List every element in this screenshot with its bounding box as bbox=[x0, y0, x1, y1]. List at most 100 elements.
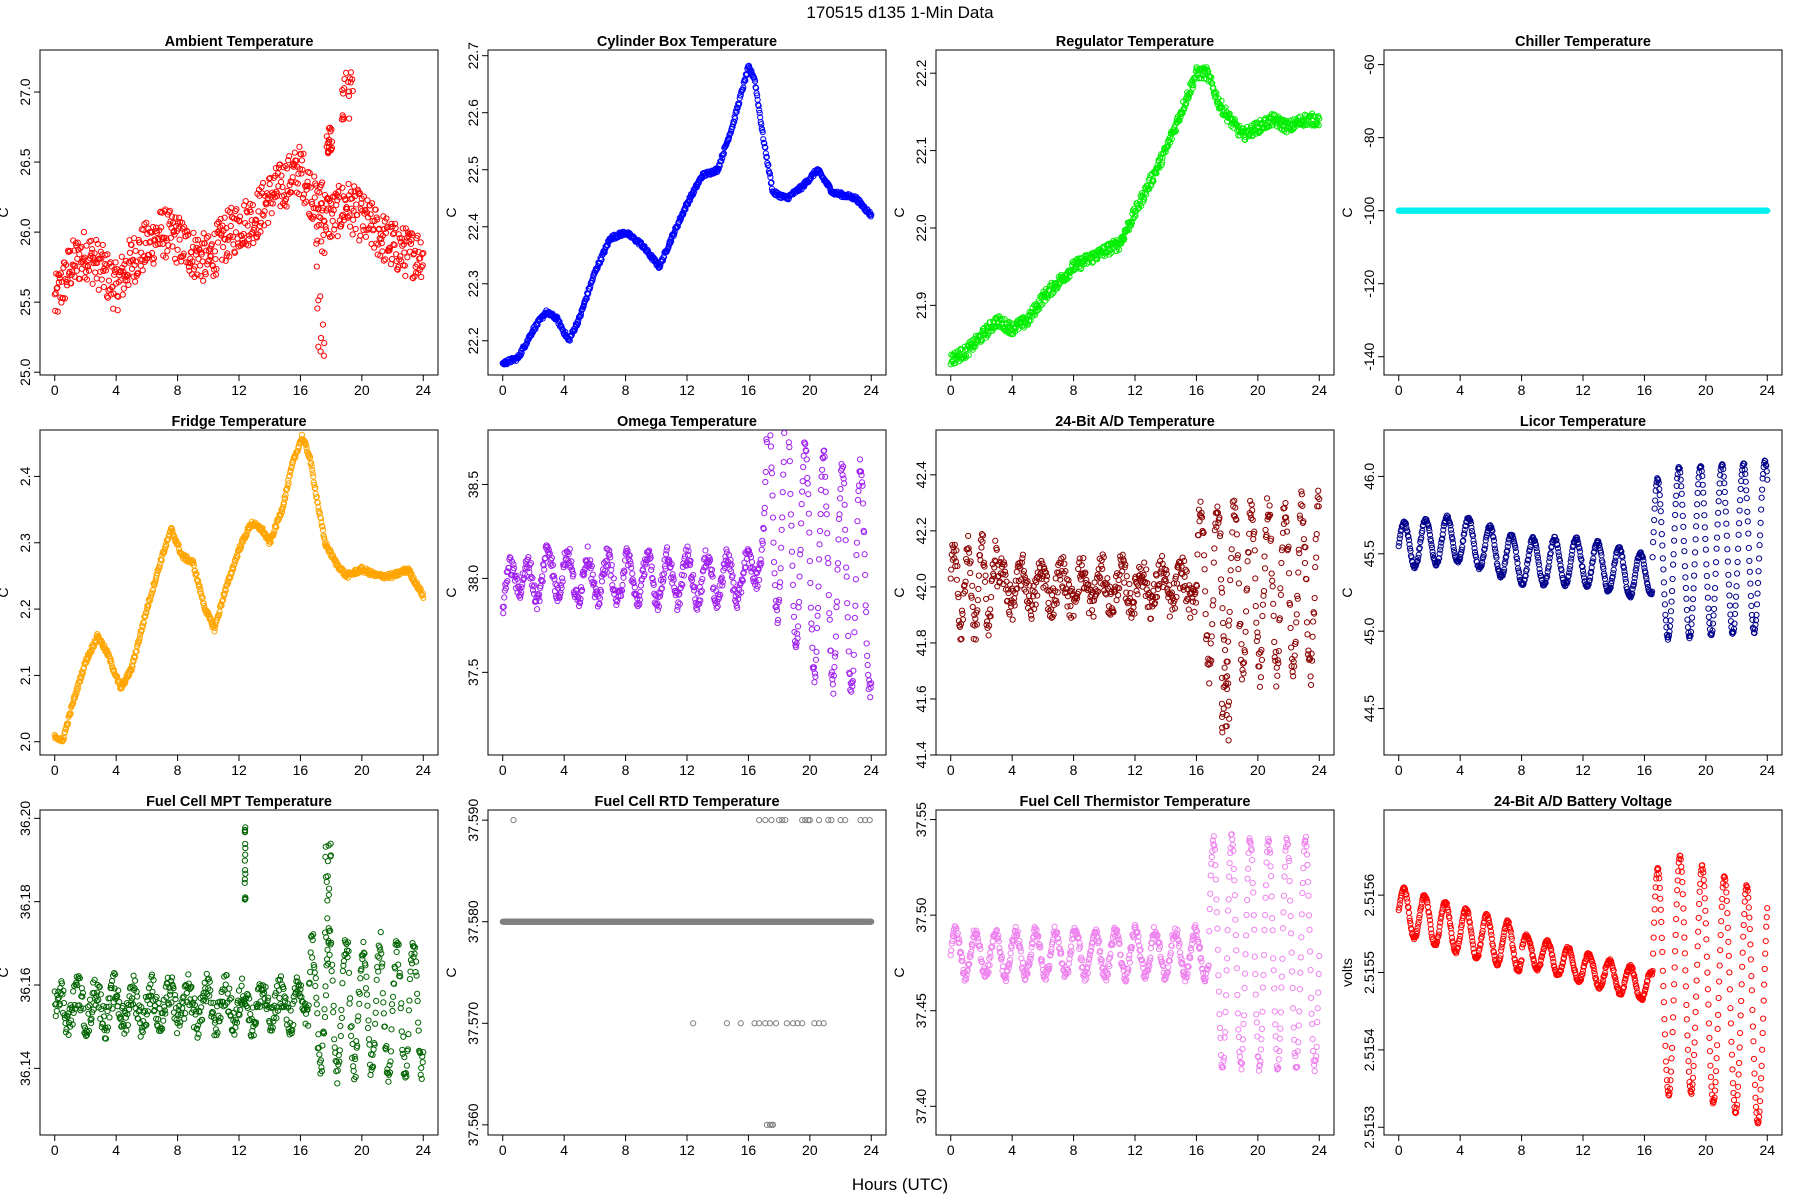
x-tick-label: 12 bbox=[679, 382, 695, 398]
data-point bbox=[1190, 82, 1197, 89]
data-point bbox=[217, 215, 224, 223]
data-point bbox=[832, 633, 840, 640]
data-point bbox=[213, 220, 221, 228]
data-point bbox=[746, 65, 754, 73]
data-point bbox=[335, 182, 342, 190]
data-point bbox=[299, 166, 306, 173]
data-point bbox=[994, 323, 1001, 330]
data-point bbox=[863, 608, 870, 616]
data-point bbox=[266, 181, 273, 188]
data-point bbox=[589, 275, 596, 282]
data-point bbox=[259, 179, 267, 187]
data-point bbox=[1036, 305, 1043, 312]
data-point bbox=[420, 250, 427, 257]
data-point bbox=[208, 241, 215, 248]
data-point bbox=[1104, 575, 1111, 582]
data-point bbox=[267, 174, 274, 182]
data-point bbox=[57, 270, 64, 277]
y-tick-label: 2.3 bbox=[17, 533, 33, 553]
x-tick-label: 8 bbox=[1070, 382, 1078, 398]
data-point bbox=[867, 694, 874, 701]
data-point bbox=[395, 231, 402, 238]
data-point bbox=[733, 108, 740, 116]
data-point bbox=[51, 291, 58, 298]
data-point bbox=[329, 210, 336, 217]
data-point bbox=[317, 348, 324, 355]
data-point bbox=[350, 216, 357, 223]
data-point bbox=[781, 429, 788, 437]
data-point bbox=[352, 225, 359, 233]
data-point bbox=[325, 125, 333, 132]
x-tick-label: 20 bbox=[354, 382, 370, 398]
data-points bbox=[947, 487, 1323, 744]
data-point bbox=[321, 249, 328, 257]
data-point bbox=[291, 149, 298, 156]
data-point bbox=[128, 241, 135, 249]
data-point bbox=[104, 251, 111, 258]
data-point bbox=[189, 243, 197, 250]
data-point bbox=[109, 283, 116, 290]
data-point bbox=[253, 234, 261, 241]
data-point bbox=[790, 602, 797, 610]
data-point bbox=[310, 473, 317, 480]
data-point bbox=[803, 456, 810, 463]
data-point bbox=[315, 297, 322, 304]
data-point bbox=[419, 250, 426, 258]
data-point bbox=[300, 191, 308, 198]
data-point bbox=[1134, 591, 1141, 598]
data-point bbox=[862, 602, 869, 609]
data-point bbox=[837, 485, 844, 493]
data-point bbox=[90, 260, 97, 267]
data-point bbox=[230, 215, 237, 222]
data-point bbox=[390, 241, 397, 248]
data-point bbox=[300, 150, 307, 157]
data-point bbox=[977, 338, 985, 345]
data-point bbox=[399, 242, 406, 249]
data-point bbox=[172, 214, 179, 221]
data-point bbox=[52, 307, 59, 314]
data-point bbox=[798, 520, 805, 527]
data-point bbox=[91, 250, 98, 257]
data-point bbox=[180, 250, 187, 257]
data-point bbox=[965, 352, 972, 359]
data-point bbox=[156, 240, 163, 247]
data-point bbox=[317, 334, 325, 342]
data-point bbox=[1167, 139, 1174, 146]
data-point bbox=[955, 594, 962, 601]
data-point bbox=[372, 206, 379, 213]
x-tick-label: 8 bbox=[1070, 762, 1078, 778]
data-point bbox=[864, 661, 871, 669]
y-axis-label: C bbox=[1339, 207, 1355, 217]
data-point bbox=[165, 242, 172, 249]
y-axis-label: C bbox=[891, 207, 907, 217]
y-tick-label: 22.4 bbox=[465, 213, 481, 240]
data-point bbox=[1009, 616, 1016, 623]
y-tick-label: -140 bbox=[1361, 343, 1377, 371]
data-point bbox=[345, 88, 353, 95]
y-tick-label: -120 bbox=[1361, 269, 1377, 297]
data-point bbox=[257, 228, 264, 235]
data-point bbox=[758, 121, 765, 128]
panel-5: Fridge TemperatureC048121620242.02.12.22… bbox=[0, 414, 439, 778]
data-point bbox=[62, 261, 70, 268]
data-point bbox=[762, 144, 769, 151]
x-tick-label: 4 bbox=[560, 382, 568, 398]
data-point bbox=[822, 488, 829, 495]
y-tick-label: 2.2 bbox=[17, 599, 33, 619]
data-point bbox=[255, 208, 262, 215]
data-point bbox=[240, 230, 247, 238]
data-point bbox=[360, 193, 367, 200]
data-point bbox=[1115, 592, 1122, 599]
x-tick-label: 16 bbox=[293, 382, 309, 398]
data-point bbox=[68, 280, 75, 287]
data-point bbox=[198, 251, 205, 258]
x-tick-label: 20 bbox=[802, 382, 818, 398]
data-point bbox=[269, 200, 276, 207]
x-tick-label: 4 bbox=[112, 382, 120, 398]
data-point bbox=[1080, 555, 1087, 562]
data-point bbox=[808, 620, 815, 627]
data-point bbox=[233, 206, 240, 213]
y-tick-label: 42.2 bbox=[913, 517, 929, 544]
y-tick-label: 22.5 bbox=[465, 156, 481, 183]
y-tick-label: 38.0 bbox=[465, 565, 481, 592]
